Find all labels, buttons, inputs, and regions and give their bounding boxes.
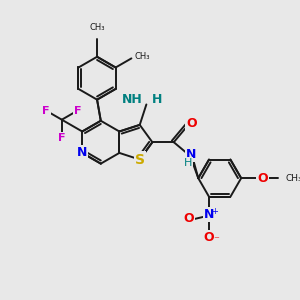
Text: O: O bbox=[204, 231, 214, 244]
Text: F: F bbox=[42, 106, 50, 116]
Text: N: N bbox=[186, 148, 196, 160]
Text: CH₃: CH₃ bbox=[286, 174, 300, 183]
Text: +: + bbox=[212, 207, 218, 216]
Text: O: O bbox=[186, 117, 197, 130]
Text: O: O bbox=[257, 172, 268, 184]
Text: NH: NH bbox=[122, 93, 142, 106]
Text: N: N bbox=[77, 146, 87, 159]
Text: H: H bbox=[184, 158, 192, 168]
Text: ⁻: ⁻ bbox=[213, 235, 219, 245]
Text: O: O bbox=[184, 212, 194, 225]
Text: S: S bbox=[135, 152, 145, 167]
Text: CH₃: CH₃ bbox=[89, 23, 105, 32]
Text: F: F bbox=[74, 106, 81, 116]
Text: N: N bbox=[204, 208, 214, 220]
Text: H: H bbox=[152, 93, 163, 106]
Text: CH₃: CH₃ bbox=[134, 52, 150, 61]
Text: F: F bbox=[58, 133, 65, 143]
